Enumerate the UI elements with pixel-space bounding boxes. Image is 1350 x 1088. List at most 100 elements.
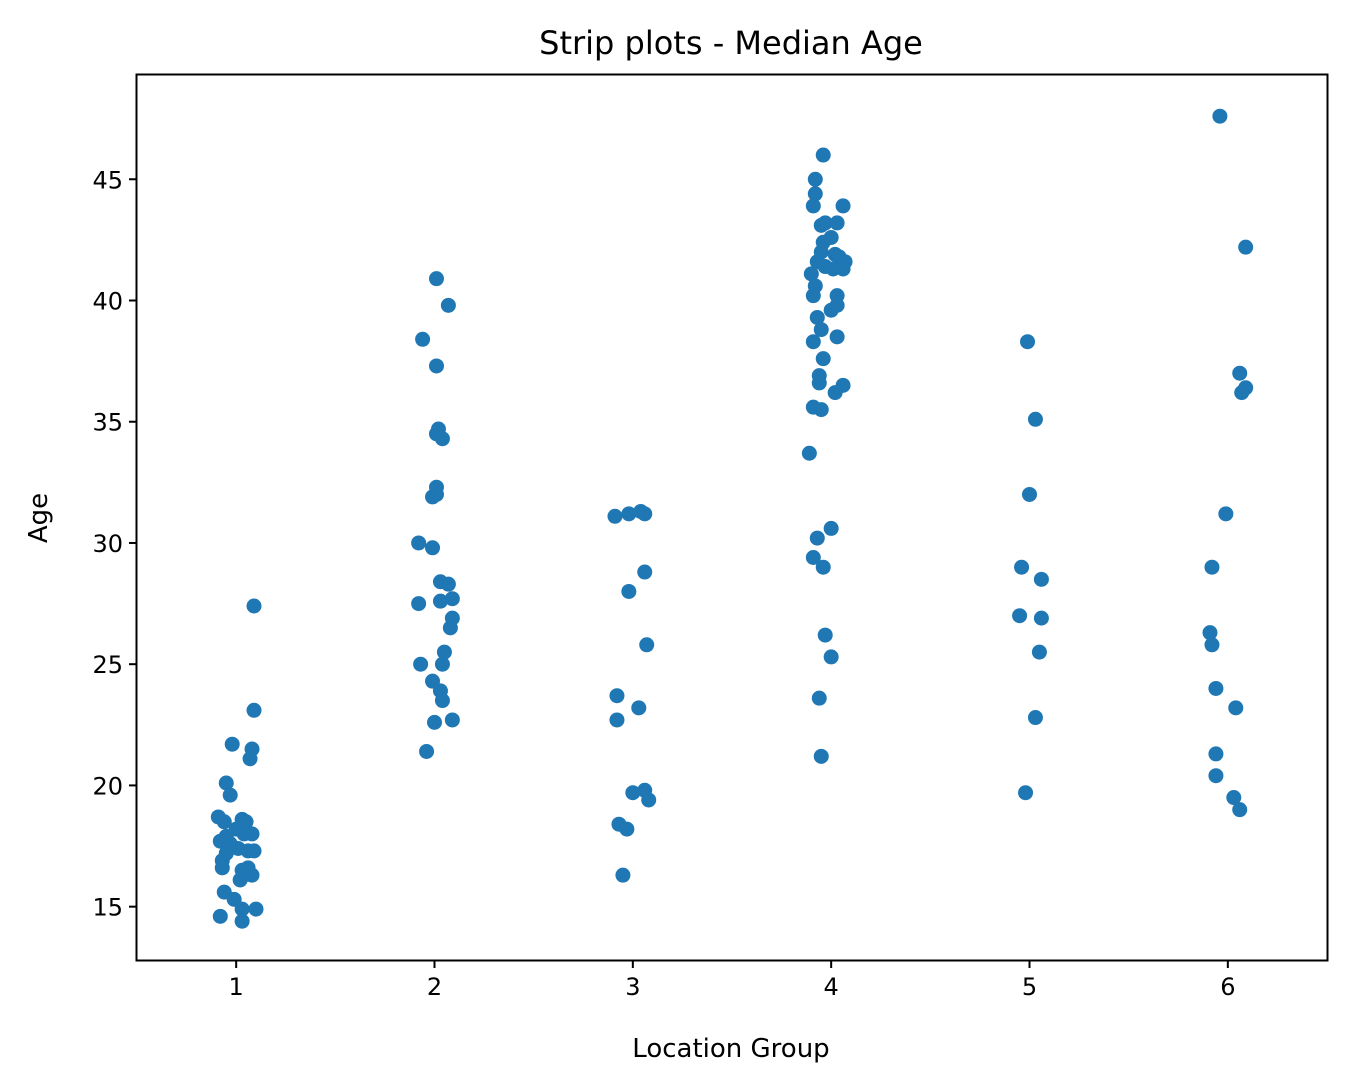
data-point — [805, 550, 821, 566]
x-axis-ticks: 1 2 3 4 5 6 — [229, 960, 1235, 1001]
data-point — [813, 322, 829, 338]
data-point — [811, 690, 827, 706]
data-point — [621, 583, 637, 599]
data-point — [411, 596, 427, 612]
data-point — [212, 908, 228, 924]
y-tick-label: 35 — [92, 409, 123, 437]
data-point — [1020, 334, 1036, 350]
data-point — [631, 700, 647, 716]
chart-title: Strip plots - Median Age — [539, 24, 923, 62]
data-point — [607, 508, 623, 524]
data-point — [442, 620, 458, 636]
data-point — [827, 385, 843, 401]
data-point — [1204, 559, 1220, 575]
data-point — [815, 147, 831, 163]
data-point — [218, 775, 234, 791]
data-point — [246, 702, 262, 718]
x-tick-label: 2 — [427, 973, 442, 1001]
x-tick-label: 3 — [625, 973, 640, 1001]
data-point — [234, 913, 250, 929]
data-point — [1238, 239, 1254, 255]
data-point — [434, 431, 450, 447]
data-point — [246, 598, 262, 614]
data-point — [609, 688, 625, 704]
data-point — [419, 743, 435, 759]
data-point — [637, 564, 653, 580]
data-point — [625, 785, 641, 801]
strip-group-4 — [801, 147, 853, 764]
data-point — [234, 901, 250, 917]
data-point — [432, 593, 448, 609]
data-point — [232, 872, 248, 888]
data-point — [1027, 411, 1043, 427]
plot-area-frame — [135, 73, 1329, 962]
strip-group-5 — [1012, 334, 1049, 801]
data-point — [1202, 625, 1218, 641]
data-point — [813, 748, 829, 764]
data-point — [444, 712, 460, 728]
y-axis-label: Age — [24, 493, 54, 543]
data-point — [434, 656, 450, 672]
data-point — [615, 867, 631, 883]
data-point — [1228, 700, 1244, 716]
y-tick-label: 25 — [92, 651, 123, 679]
data-point — [1012, 608, 1028, 624]
data-point — [805, 288, 821, 304]
data-point — [811, 375, 827, 391]
data-point — [1033, 571, 1049, 587]
data-point — [427, 714, 442, 730]
data-point — [1232, 802, 1248, 818]
data-point — [1208, 768, 1224, 784]
strip-group-3 — [607, 503, 657, 883]
x-tick-label: 5 — [1022, 973, 1037, 1001]
data-point — [813, 402, 829, 418]
data-point — [1018, 785, 1034, 801]
data-point — [807, 171, 823, 187]
data-point — [641, 792, 657, 808]
data-point — [428, 358, 444, 374]
strip-group-6 — [1202, 108, 1254, 818]
data-point — [815, 559, 831, 575]
x-tick-label: 6 — [1220, 973, 1235, 1001]
data-point — [1218, 506, 1234, 522]
data-point — [807, 186, 823, 202]
data-point — [222, 787, 238, 803]
data-point — [829, 329, 845, 345]
data-point — [434, 693, 450, 709]
data-point — [1234, 385, 1250, 401]
strip-group-1 — [210, 598, 264, 929]
data-point — [809, 309, 825, 325]
x-tick-label: 4 — [824, 973, 839, 1001]
data-point — [809, 530, 825, 546]
data-point — [823, 302, 839, 318]
data-point — [1031, 644, 1047, 660]
data-point — [815, 351, 831, 367]
data-point — [411, 535, 427, 551]
data-point — [1226, 790, 1242, 806]
data-point — [246, 843, 262, 859]
data-point — [425, 540, 441, 556]
data-point — [805, 334, 821, 350]
y-axis-ticks: 15 20 25 30 35 40 45 — [92, 166, 137, 922]
y-tick-label: 30 — [92, 530, 123, 558]
data-point — [1212, 108, 1228, 124]
x-axis-label: Location Group — [632, 1034, 829, 1064]
data-point — [835, 198, 851, 214]
data-point — [444, 591, 460, 607]
data-point — [1014, 559, 1030, 575]
data-point — [248, 901, 264, 917]
data-point — [428, 271, 444, 287]
data-point — [415, 331, 431, 347]
data-point — [216, 814, 232, 830]
data-point — [242, 751, 258, 767]
strip-group-2 — [411, 271, 460, 759]
data-point — [440, 576, 456, 592]
data-point — [1022, 486, 1037, 502]
data-point — [817, 215, 833, 231]
data-point — [817, 627, 833, 643]
data-point — [1033, 610, 1049, 626]
data-point — [1204, 637, 1220, 653]
data-point — [1208, 746, 1224, 762]
